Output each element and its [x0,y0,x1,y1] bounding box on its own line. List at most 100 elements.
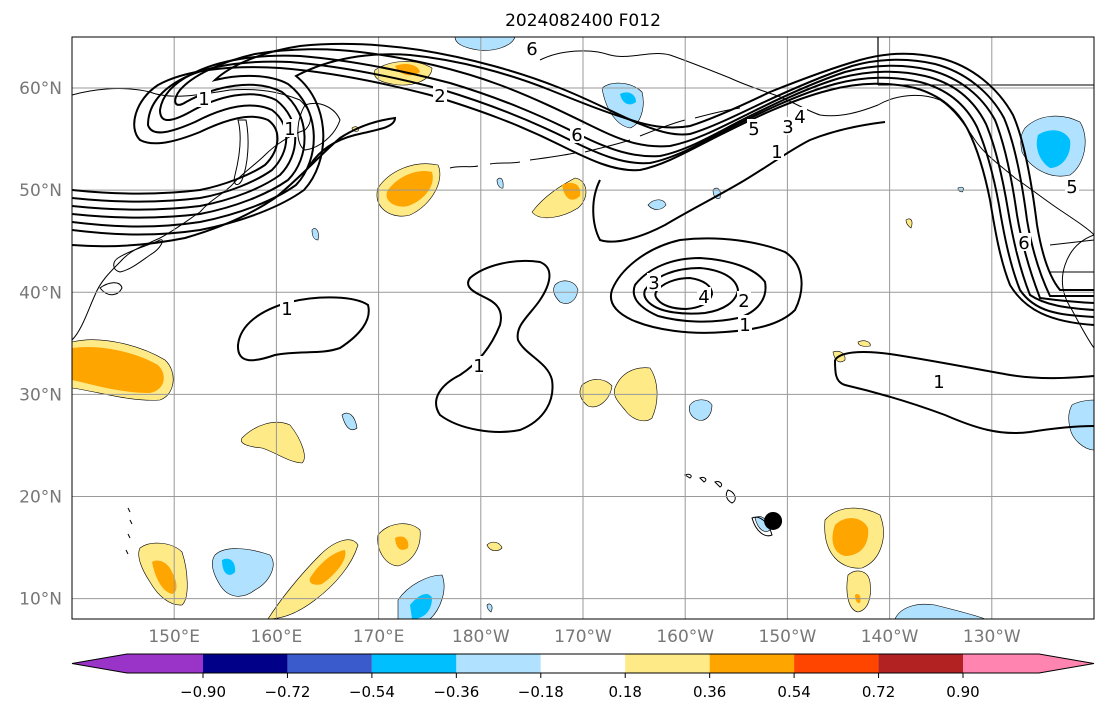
shade-neg-164e-46n [311,228,319,241]
contour-label: 1 [198,89,209,110]
isolines [72,42,1094,435]
contour-label-bg [781,117,795,135]
contour-label-bg [932,372,946,390]
contour-3-low [643,266,740,315]
contour-label-bg [738,315,752,333]
colorbar-segment [287,654,372,673]
coastline-sakhalin [233,119,249,186]
shade-neg-156e-13n-inner [222,558,236,575]
contour-label: 3 [648,273,659,294]
shade-142w-11n [846,570,871,613]
coastline-hawaii [683,473,773,537]
shade-neg-canada-inner [1036,130,1071,168]
shade-143w-35n [857,340,871,347]
lat-tick-label: 50°N [19,181,62,201]
colorbar-segment [878,654,963,673]
lon-tick-label: 180°W [452,627,510,647]
lon-tick-label: 130°W [963,627,1021,647]
jet-contour-5 [72,42,1094,297]
colorbar-tick-label: −0.36 [433,683,479,701]
contour-label: 2 [738,291,749,312]
coastlines [72,37,1094,555]
lat-tick-label: 20°N [19,487,62,507]
colorbar: −0.90 −0.72 −0.54 −0.36 −0.18 0.18 0.36 0.54 0.7… [71,653,1095,701]
lon-tick-label: 160°E [251,627,303,647]
contour-label: 6 [526,39,537,60]
contour-label: 2 [434,86,445,107]
contour-2-low [632,256,767,323]
contour-label: 5 [748,119,759,140]
anomaly-shading [72,37,1094,619]
contour-label-bg [472,356,486,374]
shade-neg-178e-49n [496,177,504,189]
colorbar-tick-label: 0.72 [862,683,895,701]
colorbar-tick-label: −0.90 [180,683,226,701]
shade-172w-inner [562,182,581,200]
contour-1-east [834,351,1094,380]
lon-tick-label: 170°W [554,627,612,647]
jet-contour-1 [72,66,1094,326]
contour-label: 5 [1066,177,1077,198]
contour-label-bg [283,119,297,137]
shade-neg-137w-9n [894,603,986,619]
shade-neg-122w-28n [1068,399,1094,451]
contour-label-bg [433,86,447,104]
colorbar-tick-label: 0.54 [777,683,810,701]
contour-label-bg [1017,233,1031,251]
contour-label-bg [793,107,807,125]
jet-contour-6 [72,52,1094,291]
shade-148e-12n-inner [152,560,177,594]
shade-133w-47n [905,218,913,229]
shade-neg-alaska-outer [601,82,644,129]
shade-179w-13n [486,541,503,551]
colorbar-segment [456,654,541,673]
contour-label-bg [525,39,539,57]
contour-label: 1 [473,356,484,377]
shade-neg-157w-30n [688,399,713,421]
colorbar-tick-label: −0.72 [264,683,310,701]
lat-tick-label: 60°N [19,79,62,99]
coastline-marianas [125,507,133,555]
shade-neg-131w-49n [957,186,964,193]
map-frame [71,36,1095,620]
colorbar-tick-label: 0.18 [609,683,642,701]
colorbar-segment-over [963,654,1094,673]
colorbar-segment [371,654,457,673]
contour-1-north [592,121,886,243]
shade-neg-175e-9n-inner [410,594,432,619]
shade-165e-12n-inner [309,550,346,585]
shade-neg-161w-48n [647,199,667,210]
colorbar-segment-under [72,654,203,673]
contour-1-low [610,237,803,334]
shade-west-30n-inner [72,346,164,393]
coastline-na-west [1061,234,1094,349]
shade-neg-alaska-inner [620,92,636,105]
shade-172e-15n-inner [395,536,409,550]
contour-label-bg [770,142,784,160]
contour-label-bg [737,291,751,309]
contour-label: 6 [571,125,582,146]
lon-tick-label: 150°E [148,627,200,647]
contour-label: 1 [281,299,292,320]
colorbar-segment [709,654,795,673]
shade-neg-179w-9n [486,603,493,613]
lon-tick-label: 160°W [656,627,714,647]
jet-contour-3 [72,54,1094,311]
lon-tick-label: 170°E [353,627,405,647]
contour-label-bg [747,119,761,137]
border-us-canada-c [1049,239,1094,273]
contour-label-bg [697,287,711,305]
contour-1-lower-east [834,359,1094,435]
colorbar-tick-label: −0.54 [349,683,395,701]
axis-tick-labels: 150°E 160°E 170°E 180°W 170°W 160°W 150°W 140°W… [19,79,1021,647]
colorbar-tick-label: 0.36 [693,683,726,701]
contour-label: 4 [698,287,709,308]
lat-tick-label: 30°N [19,385,62,405]
colorbar-segment [203,654,288,673]
contour-label-bg [197,89,211,107]
coastline-alaska [539,50,1094,236]
shade-177e-inner [386,170,433,207]
